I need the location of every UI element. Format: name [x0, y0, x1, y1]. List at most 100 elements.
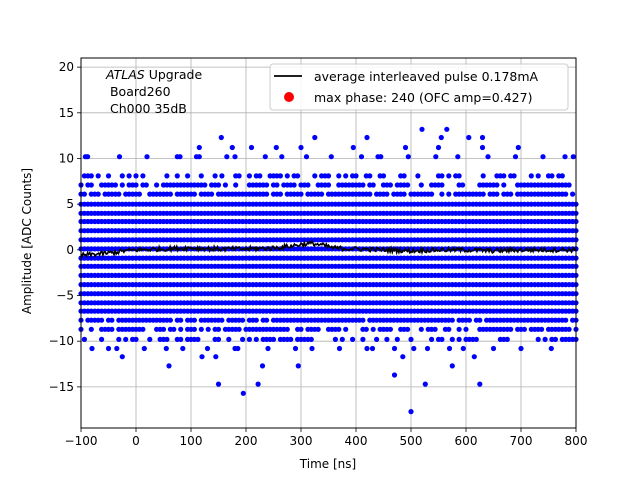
- scatter-point: [512, 154, 519, 160]
- scatter-point: [147, 336, 153, 342]
- scatter-point: [418, 182, 424, 188]
- scatter-point: [380, 173, 387, 179]
- scatter-point: [401, 173, 407, 179]
- scatter-point: [336, 326, 342, 332]
- scatter-point: [400, 354, 406, 360]
- scatter-point: [433, 154, 439, 160]
- scatter-point: [191, 191, 197, 197]
- scatter-point: [548, 345, 554, 352]
- scatter-point: [521, 326, 528, 332]
- scatter-point: [360, 182, 366, 188]
- scatter-point: [456, 173, 462, 179]
- scatter-point: [253, 317, 259, 323]
- y-tick-label: −5: [56, 289, 74, 303]
- scatter-point: [88, 182, 94, 188]
- scatter-point: [85, 154, 91, 160]
- scatter-point: [394, 336, 400, 342]
- scatter-point: [315, 326, 321, 332]
- scatter-point: [226, 336, 232, 342]
- scatter-point: [535, 173, 541, 179]
- annotation-upgrade: Upgrade: [145, 67, 203, 82]
- annotation-text: ATLAS Upgrade Board260 Ch000 35dB: [105, 67, 202, 116]
- scatter-point: [401, 191, 407, 197]
- annotation-board: Board260: [106, 84, 171, 99]
- scatter-point: [477, 317, 483, 323]
- scatter-point: [240, 336, 246, 342]
- scatter-point: [81, 336, 87, 342]
- scatter-point: [552, 336, 559, 342]
- scatter-point: [141, 345, 147, 352]
- scatter-point: [259, 363, 266, 369]
- scatter-point: [233, 182, 239, 188]
- scatter-point: [370, 182, 376, 188]
- scatter-point: [332, 336, 338, 342]
- scatter-point: [119, 354, 125, 360]
- scatter-point: [224, 154, 230, 160]
- axis-ticks: −100 0 100 200 300 400 500 600 700 800 −15 −10 −5 0 5 1…: [49, 60, 588, 448]
- scatter-point: [257, 173, 263, 179]
- scatter-point: [419, 126, 425, 132]
- scatter-point: [504, 336, 510, 342]
- scatter-point: [466, 134, 472, 141]
- scatter-point: [119, 182, 125, 188]
- scatter-point: [198, 326, 204, 332]
- scatter-point: [367, 191, 373, 197]
- scatter-point: [126, 173, 132, 179]
- scatter-point: [405, 326, 411, 332]
- scatter-point: [405, 182, 411, 188]
- scatter-point: [364, 134, 370, 141]
- scatter-point: [144, 154, 150, 160]
- scatter-point: [360, 336, 366, 342]
- scatter-point: [422, 381, 428, 387]
- scatter-point: [456, 326, 462, 332]
- scatter-point: [116, 154, 123, 160]
- scatter-point: [490, 345, 497, 352]
- y-tick-label: 5: [66, 197, 74, 211]
- scatter-point: [325, 173, 332, 179]
- blue-scatter-points: [78, 126, 579, 415]
- y-tick-label: 10: [59, 151, 74, 165]
- scatter-point: [408, 336, 414, 342]
- scatter-point: [466, 317, 472, 323]
- scatter-point: [154, 182, 160, 188]
- scatter-point: [177, 154, 183, 160]
- scatter-point: [446, 191, 452, 197]
- scatter-point: [518, 345, 524, 352]
- scatter-point: [178, 317, 184, 323]
- scatter-point: [255, 381, 261, 387]
- scatter-point: [358, 154, 365, 160]
- scatter-point: [542, 336, 548, 342]
- scatter-point: [277, 173, 283, 179]
- scatter-point: [501, 173, 507, 179]
- scatter-point: [456, 336, 462, 342]
- scatter-point: [264, 191, 270, 197]
- scatter-point: [167, 317, 173, 323]
- scatter-point: [480, 191, 486, 197]
- scatter-point: [88, 173, 94, 179]
- scatter-point: [350, 144, 356, 151]
- scatter-point: [446, 173, 452, 179]
- scatter-point: [284, 326, 290, 332]
- scatter-point: [140, 173, 146, 179]
- scatter-point: [174, 173, 180, 179]
- scatter-point: [325, 182, 332, 188]
- scatter-point: [265, 345, 271, 352]
- scatter-point: [164, 336, 170, 342]
- scatter-point: [439, 173, 445, 179]
- scatter-point: [288, 336, 294, 342]
- scatter-point: [364, 345, 370, 352]
- scatter-point: [195, 336, 201, 342]
- scatter-point: [219, 317, 225, 323]
- scatter-point: [213, 354, 219, 360]
- scatter-point: [477, 381, 483, 387]
- scatter-point: [494, 191, 500, 197]
- scatter-point: [167, 191, 173, 197]
- scatter-point: [370, 326, 376, 332]
- scatter-point: [277, 191, 283, 197]
- x-axis-label: Time [ns]: [299, 457, 356, 471]
- legend-red-marker: [284, 92, 294, 102]
- scatter-point: [539, 326, 545, 332]
- scatter-point: [471, 354, 477, 360]
- scatter-point: [264, 317, 270, 323]
- scatter-point: [133, 182, 139, 188]
